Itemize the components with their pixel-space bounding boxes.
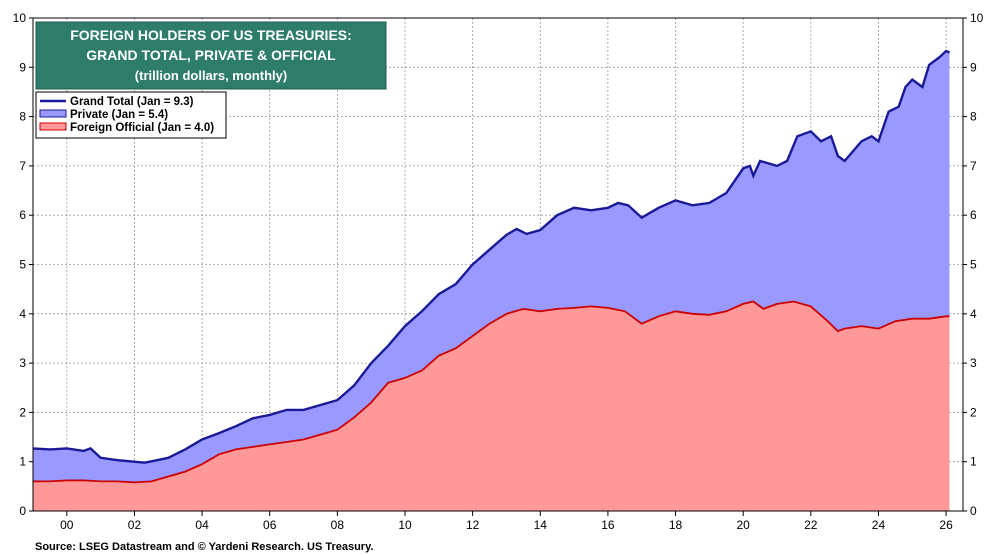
y-tick-label-right: 10 [970, 11, 984, 25]
chart-title-line-2: GRAND TOTAL, PRIVATE & OFFICIAL [86, 47, 336, 63]
chart-title-line-3: (trillion dollars, monthly) [135, 68, 287, 83]
x-tick-label: 22 [804, 518, 818, 532]
y-tick-label-left: 5 [19, 258, 26, 272]
y-axis-left: 0 1 2 3 4 5 6 7 8 9 10 [13, 11, 33, 518]
x-tick-label: 12 [466, 518, 480, 532]
chart-title-line-1: FOREIGN HOLDERS OF US TREASURIES: [70, 27, 352, 43]
y-tick-label-right: 6 [970, 208, 977, 222]
y-tick-label-left: 10 [13, 11, 27, 25]
title-box: FOREIGN HOLDERS OF US TREASURIES: GRAND … [35, 21, 387, 90]
y-tick-label-left: 4 [19, 307, 26, 321]
y-tick-label-right: 8 [970, 110, 977, 124]
x-tick-label: 02 [128, 518, 142, 532]
y-tick-label-right: 4 [970, 307, 977, 321]
legend-label-private: Private (Jan = 5.4) [70, 109, 168, 121]
y-tick-label-left: 1 [19, 455, 26, 469]
y-tick-label-right: 7 [970, 159, 977, 173]
x-tick-label: 16 [601, 518, 615, 532]
y-tick-label-left: 9 [19, 60, 26, 74]
official-area [33, 301, 950, 511]
y-tick-label-right: 5 [970, 258, 977, 272]
x-tick-label: 24 [872, 518, 886, 532]
source-note: Source: LSEG Datastream and © Yardeni Re… [35, 541, 373, 553]
legend-label-official: Foreign Official (Jan = 4.0) [70, 122, 214, 134]
x-tick-label: 20 [737, 518, 751, 532]
y-tick-label-right: 0 [970, 504, 977, 518]
y-tick-label-right: 1 [970, 455, 977, 469]
total-line [32, 49, 950, 464]
y-tick-label-right: 2 [970, 405, 977, 419]
y-tick-label-left: 6 [19, 208, 26, 222]
legend-label-total: Grand Total (Jan = 9.3) [70, 96, 194, 108]
legend-swatch-private [39, 109, 67, 118]
legend: Grand Total (Jan = 9.3) Private (Jan = 5… [35, 91, 227, 139]
official-line [33, 300, 950, 484]
y-tick-label-left: 2 [19, 405, 26, 419]
x-tick-label: 08 [331, 518, 345, 532]
y-axis-right: 0 1 2 3 4 5 6 7 8 9 10 [963, 11, 984, 518]
x-axis: 00 02 04 06 08 10 12 14 16 18 20 22 24 26 [60, 511, 953, 532]
y-tick-label-left: 0 [19, 504, 26, 518]
x-tick-label: 04 [195, 518, 209, 532]
y-tick-label-right: 3 [970, 356, 977, 370]
legend-swatch-official [39, 122, 67, 131]
chart-areas [32, 49, 950, 511]
x-tick-label: 14 [534, 518, 548, 532]
x-tick-label: 00 [60, 518, 74, 532]
x-tick-label: 26 [939, 518, 953, 532]
x-tick-label: 10 [398, 518, 412, 532]
x-tick-label: 18 [669, 518, 683, 532]
y-tick-label-left: 7 [19, 159, 26, 173]
x-tick-label: 06 [263, 518, 277, 532]
y-tick-label-left: 3 [19, 356, 26, 370]
y-tick-label-left: 8 [19, 110, 26, 124]
y-tick-label-right: 9 [970, 60, 977, 74]
